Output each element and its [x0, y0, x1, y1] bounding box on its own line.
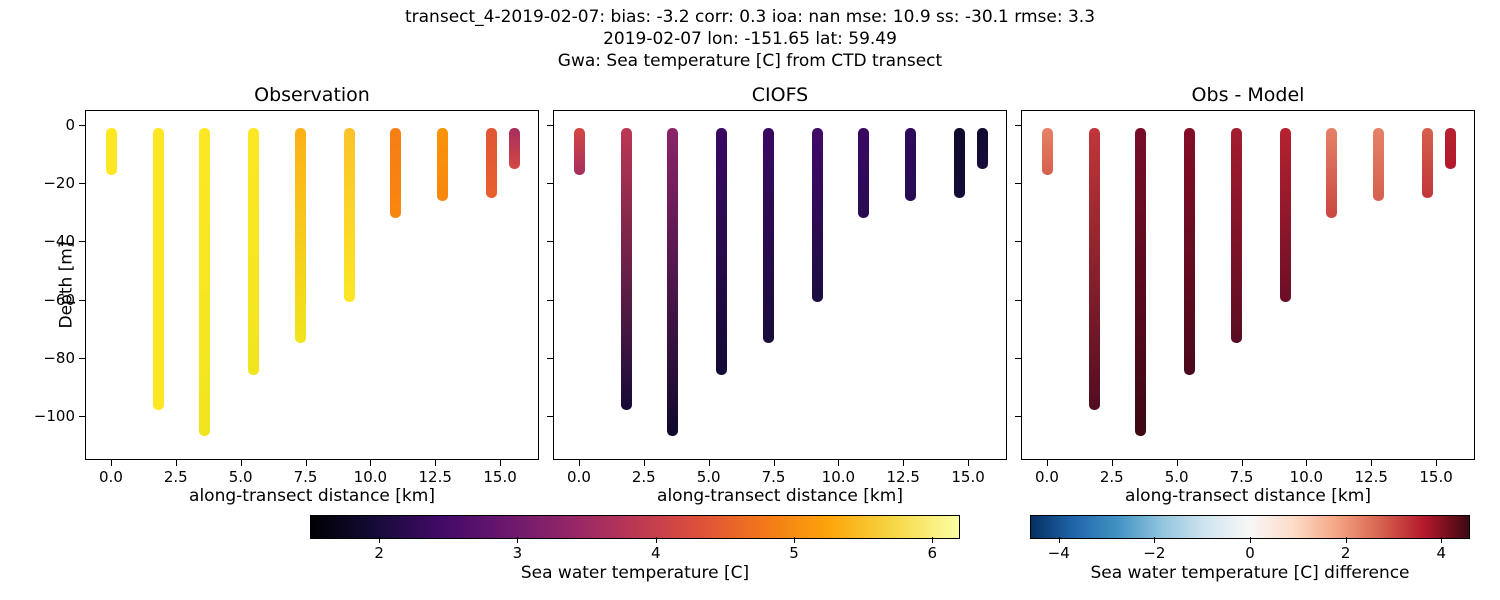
colorbar-tick-label: 5	[789, 544, 799, 562]
profile	[1089, 128, 1100, 409]
xlabel: along-transect distance [km]	[553, 486, 1007, 506]
axes	[553, 110, 1007, 460]
profile	[1422, 128, 1433, 198]
xtick-label: 15.0	[1419, 468, 1452, 486]
xtick-label: 10.0	[1290, 468, 1323, 486]
profile	[248, 128, 259, 375]
panel-title: Observation	[85, 84, 539, 106]
ytick-label: −100	[34, 407, 75, 425]
xtick-label: 0.0	[567, 468, 591, 486]
profile	[763, 128, 774, 343]
colorbar-tick-label: 2	[374, 544, 384, 562]
profile	[1184, 128, 1195, 375]
colorbar-tick-label: 2	[1341, 544, 1351, 562]
profile	[486, 128, 497, 198]
ytick-label: 0	[65, 116, 75, 134]
xtick-label: 12.5	[887, 468, 920, 486]
figure: transect_4-2019-02-07: bias: -3.2 corr: …	[0, 0, 1500, 600]
profile	[295, 128, 306, 343]
profile	[667, 128, 678, 435]
xtick-label: 12.5	[419, 468, 452, 486]
xticks: 0.02.55.07.510.012.515.0	[553, 460, 1007, 470]
xtick-label: 12.5	[1355, 468, 1388, 486]
colorbar: −4 −2 0 2 4Sea water temperature [C] differe…	[1030, 515, 1470, 595]
suptitle-line2: 2019-02-07 lon: -151.65 lat: 59.49	[0, 28, 1500, 50]
profile	[1445, 128, 1456, 169]
profile	[437, 128, 448, 201]
profile	[954, 128, 965, 198]
xtick-label: 2.5	[632, 468, 656, 486]
xtick-label: 0.0	[99, 468, 123, 486]
xtick-label: 7.5	[1230, 468, 1254, 486]
xtick-label: 10.0	[354, 468, 387, 486]
colorbar-gradient	[1030, 515, 1470, 539]
profile	[1135, 128, 1146, 435]
xtick-label: 5.0	[229, 468, 253, 486]
colorbar-tick-label: −2	[1143, 544, 1165, 562]
xticks: 0.02.55.07.510.012.515.0	[1021, 460, 1475, 470]
colorbar-label: Sea water temperature [C] difference	[1030, 563, 1470, 583]
panels-row: Observation0−20−40−60−80−100Depth [m]0.0…	[85, 110, 1475, 460]
profile	[977, 128, 988, 169]
axes	[1021, 110, 1475, 460]
xtick-label: 7.5	[762, 468, 786, 486]
yticks	[543, 110, 553, 460]
profile	[621, 128, 632, 409]
xtick-label: 5.0	[1165, 468, 1189, 486]
xtick-label: 15.0	[483, 468, 516, 486]
suptitle-line1: transect_4-2019-02-07: bias: -3.2 corr: …	[0, 6, 1500, 28]
profile	[106, 128, 117, 174]
profile	[390, 128, 401, 218]
colorbar-label: Sea water temperature [C]	[310, 563, 960, 583]
ytick-label: −80	[43, 349, 75, 367]
xtick-label: 15.0	[951, 468, 984, 486]
xticks: 0.02.55.07.510.012.515.0	[85, 460, 539, 470]
xlabel: along-transect distance [km]	[1021, 486, 1475, 506]
colorbar-tick-label: 0	[1245, 544, 1255, 562]
xtick-label: 2.5	[1100, 468, 1124, 486]
panel: Obs - Model0.02.55.07.510.012.515.0along…	[1021, 110, 1475, 460]
profile	[1373, 128, 1384, 201]
suptitle-line3: Gwa: Sea temperature [C] from CTD transe…	[0, 50, 1500, 72]
colorbar-tick-label: 4	[651, 544, 661, 562]
profile	[344, 128, 355, 302]
panel: Observation0−20−40−60−80−100Depth [m]0.0…	[85, 110, 539, 460]
profile	[1326, 128, 1337, 218]
profile	[1280, 128, 1291, 302]
xtick-label: 2.5	[164, 468, 188, 486]
xtick-label: 0.0	[1035, 468, 1059, 486]
xtick-label: 7.5	[294, 468, 318, 486]
profile	[574, 128, 585, 174]
axes	[85, 110, 539, 460]
profile	[1231, 128, 1242, 343]
panel-title: Obs - Model	[1021, 84, 1475, 106]
profile	[1042, 128, 1053, 174]
xtick-label: 10.0	[822, 468, 855, 486]
profile	[858, 128, 869, 218]
colorbar-tick-label: 3	[513, 544, 523, 562]
profile	[509, 128, 520, 169]
colorbar-tick-label: −4	[1048, 544, 1070, 562]
colorbar-gradient	[310, 515, 960, 539]
ytick-label: −20	[43, 174, 75, 192]
profile	[199, 128, 210, 435]
profile	[716, 128, 727, 375]
xlabel: along-transect distance [km]	[85, 486, 539, 506]
yticks	[1011, 110, 1021, 460]
profile	[905, 128, 916, 201]
ylabel: Depth [m]	[57, 241, 77, 328]
colorbar-tick-label: 4	[1437, 544, 1447, 562]
profile	[153, 128, 164, 409]
profile	[812, 128, 823, 302]
panel: CIOFS0.02.55.07.510.012.515.0along-trans…	[553, 110, 1007, 460]
xtick-label: 5.0	[697, 468, 721, 486]
colorbar: 2 3 4 5 6Sea water temperature [C]	[310, 515, 960, 595]
panel-title: CIOFS	[553, 84, 1007, 106]
colorbar-tick-label: 6	[928, 544, 938, 562]
